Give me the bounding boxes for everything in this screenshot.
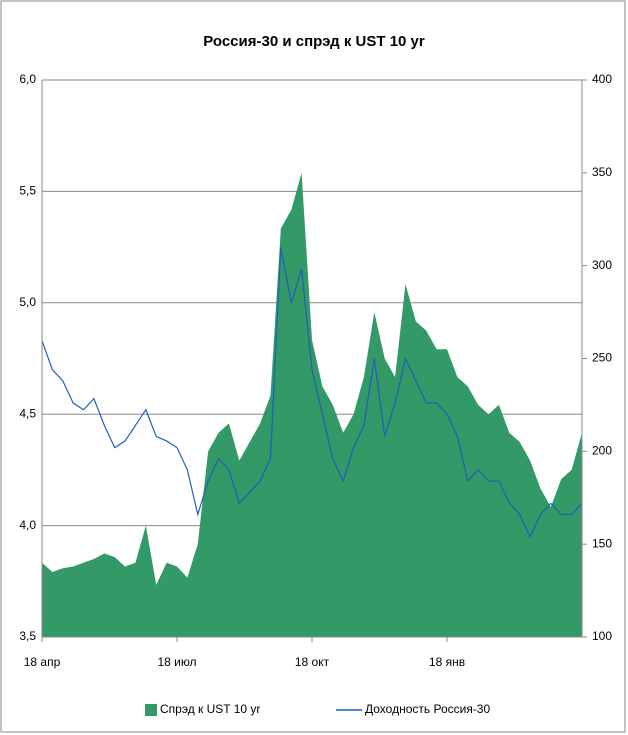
- x-tick-label: 18 июл: [157, 655, 196, 669]
- y-tick-label: 4,5: [19, 406, 36, 420]
- y2-tick-label: 150: [592, 536, 612, 550]
- x-tick-label: 18 окт: [295, 655, 330, 669]
- y2-tick-label: 400: [592, 72, 612, 86]
- y-tick-label: 5,5: [19, 184, 36, 198]
- y-tick-label: 3,5: [19, 629, 36, 643]
- y2-tick-label: 200: [592, 444, 612, 458]
- legend-swatch: [145, 704, 157, 716]
- y2-tick-label: 100: [592, 629, 612, 643]
- y2-tick-label: 300: [592, 258, 612, 272]
- legend-label: Спрэд к UST 10 yr: [160, 702, 260, 716]
- area: [42, 172, 582, 638]
- x-tick-label: 18 янв: [429, 655, 465, 669]
- y-tick-label: 5,0: [19, 295, 36, 309]
- y-tick-label: 6,0: [19, 72, 36, 86]
- y2-tick-label: 350: [592, 165, 612, 179]
- chart-title: Россия-30 и спрэд к UST 10 yr: [203, 33, 425, 50]
- line: [41, 246, 583, 539]
- y2-tick-label: 250: [592, 351, 612, 365]
- legend-label: Доходность Россия-30: [365, 702, 490, 716]
- x-tick-label: 18 апр: [24, 655, 61, 669]
- y-tick-label: 4,0: [19, 518, 36, 532]
